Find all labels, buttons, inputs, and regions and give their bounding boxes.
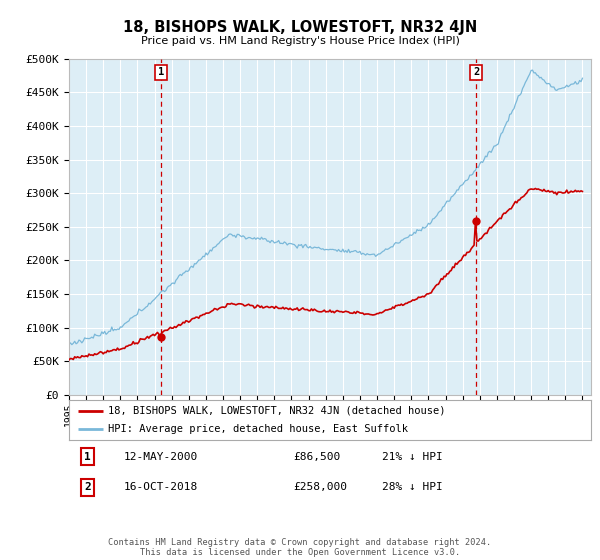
Text: 1: 1 xyxy=(158,67,164,77)
Text: Price paid vs. HM Land Registry's House Price Index (HPI): Price paid vs. HM Land Registry's House … xyxy=(140,36,460,46)
Text: 18, BISHOPS WALK, LOWESTOFT, NR32 4JN (detached house): 18, BISHOPS WALK, LOWESTOFT, NR32 4JN (d… xyxy=(108,406,446,416)
Text: 28% ↓ HPI: 28% ↓ HPI xyxy=(382,483,443,492)
Text: Contains HM Land Registry data © Crown copyright and database right 2024.
This d: Contains HM Land Registry data © Crown c… xyxy=(109,538,491,557)
Text: £86,500: £86,500 xyxy=(293,451,341,461)
Text: 18, BISHOPS WALK, LOWESTOFT, NR32 4JN: 18, BISHOPS WALK, LOWESTOFT, NR32 4JN xyxy=(123,20,477,35)
Text: 2: 2 xyxy=(473,67,479,77)
Text: 2: 2 xyxy=(84,483,91,492)
Text: 21% ↓ HPI: 21% ↓ HPI xyxy=(382,451,443,461)
Text: HPI: Average price, detached house, East Suffolk: HPI: Average price, detached house, East… xyxy=(108,424,408,434)
Text: 16-OCT-2018: 16-OCT-2018 xyxy=(124,483,198,492)
Text: £258,000: £258,000 xyxy=(293,483,347,492)
Text: 1: 1 xyxy=(84,451,91,461)
Text: 12-MAY-2000: 12-MAY-2000 xyxy=(124,451,198,461)
